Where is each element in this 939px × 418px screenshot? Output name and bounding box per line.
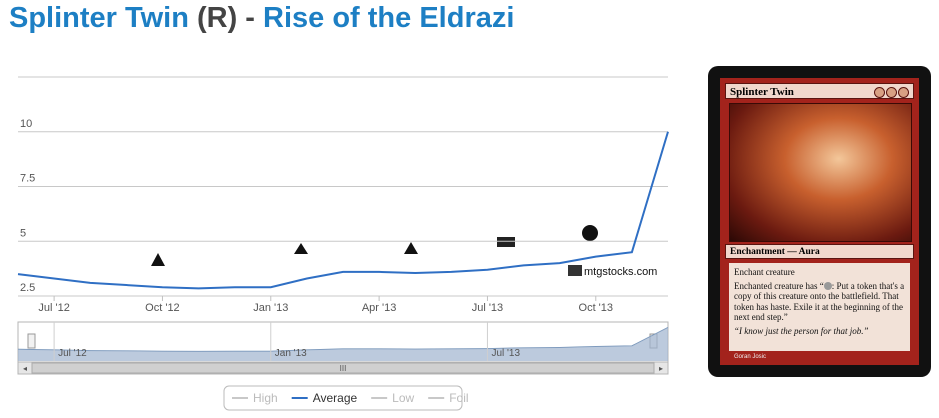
tap-symbol <box>823 281 832 290</box>
card-title: Splinter Twin <box>730 86 794 98</box>
scrollbar-grip: III <box>340 364 347 373</box>
x-tick-label: Jul '13 <box>472 302 503 314</box>
y-tick-label: 5 <box>20 227 26 239</box>
set-symbol <box>404 242 418 254</box>
legend-item[interactable]: Average <box>313 391 358 405</box>
mana-cost <box>873 87 909 103</box>
x-tick-label: Jan '13 <box>253 302 288 314</box>
rules-text-part: : Put a token that's a copy of this crea… <box>734 280 905 323</box>
y-tick-label: 7.5 <box>20 173 35 185</box>
page-title: Splinter Twin (R) - Rise of the Eldrazi <box>9 2 514 35</box>
y-tick-label: 2.5 <box>20 282 35 294</box>
set-symbol <box>582 225 598 241</box>
rules-text: Enchanted creature has “: Put a token th… <box>734 281 905 323</box>
price-line <box>17 131 669 290</box>
scroll-left[interactable]: ◂ <box>23 364 27 373</box>
card-image: Splinter Twin Enchantment — Aura Enchant… <box>708 66 931 377</box>
card-type: Enchantment — Aura <box>725 244 914 259</box>
navigator-tick-label: Jul '12 <box>58 348 87 359</box>
artist: Goran Josic <box>734 354 767 360</box>
chart: III ◂ ▸ 2.5 5 7.5 10 Jul '12 Oct '12 Jan '13 Ap… <box>17 76 669 411</box>
card-text: Enchant creature Enchanted creature has … <box>729 263 910 351</box>
navigator-tick-label: Jan '13 <box>275 348 307 359</box>
legend <box>223 385 463 411</box>
watermark-logo <box>568 265 582 276</box>
legend-item[interactable]: Foil <box>449 391 468 405</box>
y-tick-label: 10 <box>20 118 32 130</box>
card-title-bar: Splinter Twin <box>725 83 914 99</box>
navigator-area <box>18 327 668 361</box>
watermark: mtgstocks.com <box>584 266 657 278</box>
set-name[interactable]: Rise of the Eldrazi <box>263 2 515 34</box>
x-tick-label: Jul '12 <box>38 302 69 314</box>
rarity: (R) <box>196 2 238 34</box>
set-symbol <box>294 243 308 254</box>
x-tick-label: Oct '13 <box>579 302 614 314</box>
x-tick-label: Oct '12 <box>145 302 180 314</box>
navigator-handle-left[interactable] <box>27 333 36 349</box>
rules-text: Enchant creature <box>734 267 795 277</box>
navigator-tick-label: Jul '13 <box>491 348 520 359</box>
legend-item[interactable]: Low <box>392 391 414 405</box>
flavor-text: “I know just the person for that job.” <box>734 325 869 336</box>
set-symbol <box>497 237 515 247</box>
set-symbol <box>151 253 165 266</box>
card-frame: Splinter Twin Enchantment — Aura Enchant… <box>720 78 919 365</box>
scroll-right[interactable]: ▸ <box>659 364 663 373</box>
x-tick-label: Apr '13 <box>362 302 397 314</box>
card-art <box>729 103 912 242</box>
legend-item[interactable]: High <box>253 391 278 405</box>
card-name[interactable]: Splinter Twin <box>9 2 189 34</box>
rules-text-part: Enchanted creature has “ <box>734 280 824 291</box>
separator: - <box>245 2 255 34</box>
scrollbar-thumb[interactable] <box>31 362 655 374</box>
